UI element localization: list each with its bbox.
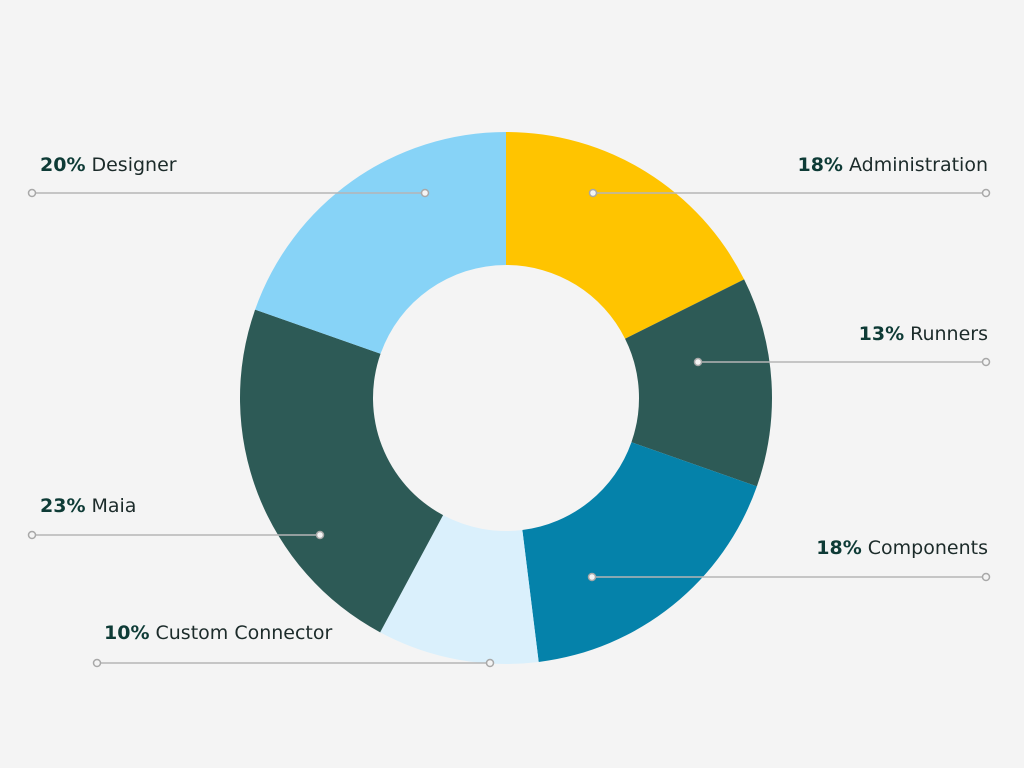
leader-dot (981, 188, 991, 198)
category-label: Components (868, 537, 988, 559)
value-label: 23% (40, 495, 85, 517)
category-label: Custom Connector (155, 622, 332, 644)
leader-dot (315, 530, 325, 540)
slice (239, 309, 444, 633)
slice-label: 20% Designer (40, 154, 177, 176)
value-label: 18% (797, 154, 842, 176)
leader-dot (981, 572, 991, 582)
slice-label: 18% Administration (797, 154, 988, 176)
leader-dot (27, 188, 37, 198)
slice (625, 279, 772, 487)
value-label: 13% (859, 323, 904, 345)
slice (522, 442, 757, 662)
value-label: 18% (816, 537, 861, 559)
slice-label: 23% Maia (40, 495, 136, 517)
slice-label: 10% Custom Connector (104, 622, 332, 644)
leader-dot (588, 188, 598, 198)
leader-dot (92, 658, 102, 668)
value-label: 10% (104, 622, 149, 644)
leader-dot (485, 658, 495, 668)
slice (506, 132, 745, 339)
category-label: Maia (91, 495, 136, 517)
leader-dot (420, 188, 430, 198)
value-label: 20% (40, 154, 85, 176)
leader-dot (587, 572, 597, 582)
leader-dot (27, 530, 37, 540)
slice (380, 515, 539, 664)
slice-label: 18% Components (816, 537, 988, 559)
category-label: Administration (849, 154, 988, 176)
leader-dot (981, 357, 991, 367)
category-label: Designer (91, 154, 176, 176)
slice-label: 13% Runners (859, 323, 988, 345)
leader-dot (693, 357, 703, 367)
category-label: Runners (910, 323, 988, 345)
slice (255, 132, 506, 354)
